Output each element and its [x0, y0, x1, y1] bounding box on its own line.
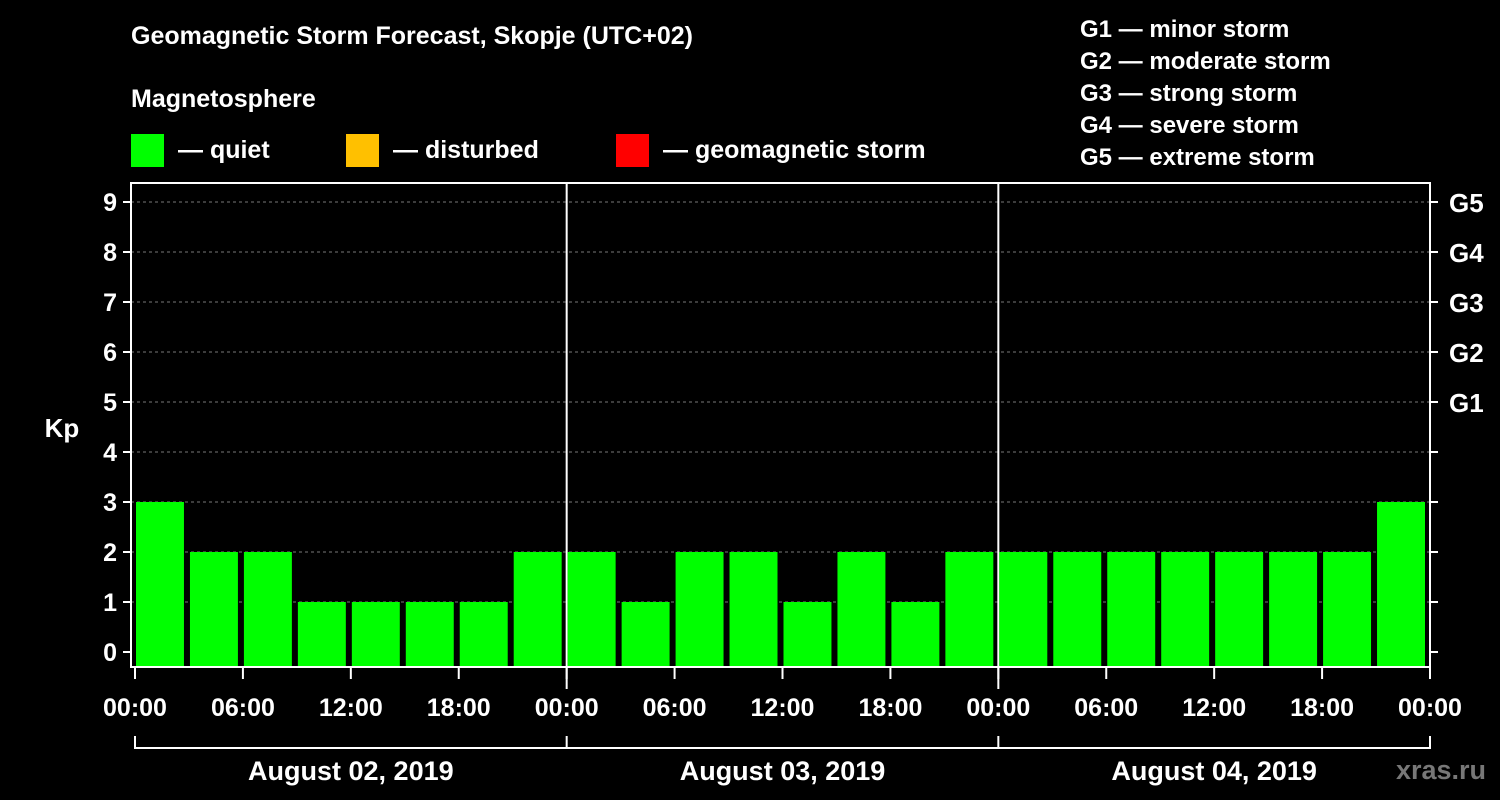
legend-label-disturbed: — disturbed	[393, 135, 539, 164]
kp-bar	[675, 552, 724, 667]
kp-bar	[837, 552, 886, 667]
x-tick-label: 00:00	[1398, 694, 1462, 722]
legend-swatch-quiet	[131, 133, 164, 167]
kp-bar	[1107, 552, 1156, 667]
kp-bar	[136, 502, 184, 667]
x-tick-label: 00:00	[966, 694, 1030, 722]
watermark: xras.ru	[1395, 755, 1486, 785]
x-tick-label: 18:00	[427, 694, 491, 722]
g-scale-label: G4	[1449, 238, 1484, 268]
x-tick-label: 06:00	[1074, 694, 1138, 722]
y-tick-label: 0	[103, 639, 117, 667]
kp-bar	[189, 552, 238, 667]
kp-bar	[783, 602, 832, 667]
y-tick-label: 1	[103, 589, 117, 617]
storm-scale-g2: G2 — moderate storm	[1080, 48, 1331, 75]
legend-swatch-disturbed	[346, 133, 379, 167]
kp-bar	[945, 552, 994, 667]
legend-item-quiet: — quiet	[131, 133, 270, 167]
y-tick-label: 5	[103, 389, 117, 417]
storm-scale-g3: G3 — strong storm	[1080, 80, 1298, 107]
legend-swatch-storm	[616, 133, 649, 167]
x-tick-label: 18:00	[858, 694, 922, 722]
kp-bar	[891, 602, 940, 667]
g-scale-label: G2	[1449, 338, 1484, 368]
y-tick-label: 8	[103, 239, 117, 267]
storm-scale-legend: G1 — minor storm G2 — moderate storm G3 …	[1080, 14, 1331, 174]
kp-bar	[1053, 552, 1102, 667]
day-label: August 03, 2019	[680, 756, 886, 786]
kp-bar	[1269, 552, 1318, 667]
y-tick-label: 9	[103, 189, 117, 217]
legend-item-disturbed: — disturbed	[346, 133, 539, 167]
legend-item-storm: — geomagnetic storm	[616, 133, 926, 167]
kp-bar	[1377, 502, 1425, 667]
x-tick-label: 06:00	[211, 694, 275, 722]
x-tick-label: 12:00	[751, 694, 815, 722]
chart-subtitle: Magnetosphere	[131, 85, 316, 113]
kp-bar	[405, 602, 454, 667]
legend-label-storm: — geomagnetic storm	[663, 135, 926, 164]
g-scale-label: G3	[1449, 288, 1484, 318]
y-axis-label: Kp	[45, 413, 80, 443]
x-tick-label: 00:00	[535, 694, 599, 722]
x-tick-label: 06:00	[643, 694, 707, 722]
x-tick-label: 18:00	[1290, 694, 1354, 722]
kp-bar	[1161, 552, 1210, 667]
kp-bar	[351, 602, 400, 667]
y-tick-label: 4	[103, 439, 117, 467]
legend-label-quiet: — quiet	[178, 135, 270, 164]
kp-bar	[297, 602, 346, 667]
day-label: August 04, 2019	[1111, 756, 1317, 786]
kp-bar	[567, 552, 616, 667]
y-tick-label: 3	[103, 489, 117, 517]
kp-bar	[1323, 552, 1372, 667]
storm-scale-g4: G4 — severe storm	[1080, 112, 1299, 139]
y-tick-label: 7	[103, 289, 117, 317]
g-scale-label: G1	[1449, 388, 1484, 418]
kp-bar	[999, 552, 1048, 667]
chart-title: Geomagnetic Storm Forecast, Skopje (UTC+…	[131, 22, 693, 50]
kp-bar	[621, 602, 670, 667]
kp-bar	[459, 602, 508, 667]
y-tick-label: 2	[103, 539, 117, 567]
kp-bar	[1215, 552, 1264, 667]
storm-scale-g1: G1 — minor storm	[1080, 16, 1290, 43]
kp-bar	[729, 552, 778, 667]
x-tick-label: 12:00	[1182, 694, 1246, 722]
kp-bar	[513, 552, 562, 667]
g-scale-label: G5	[1449, 188, 1484, 218]
kp-bar	[243, 552, 292, 667]
y-tick-label: 6	[103, 339, 117, 367]
plot-frame	[130, 182, 1431, 668]
x-tick-label: 12:00	[319, 694, 383, 722]
x-tick-label: 00:00	[103, 694, 167, 722]
day-label: August 02, 2019	[248, 756, 454, 786]
storm-scale-g5: G5 — extreme storm	[1080, 144, 1315, 171]
